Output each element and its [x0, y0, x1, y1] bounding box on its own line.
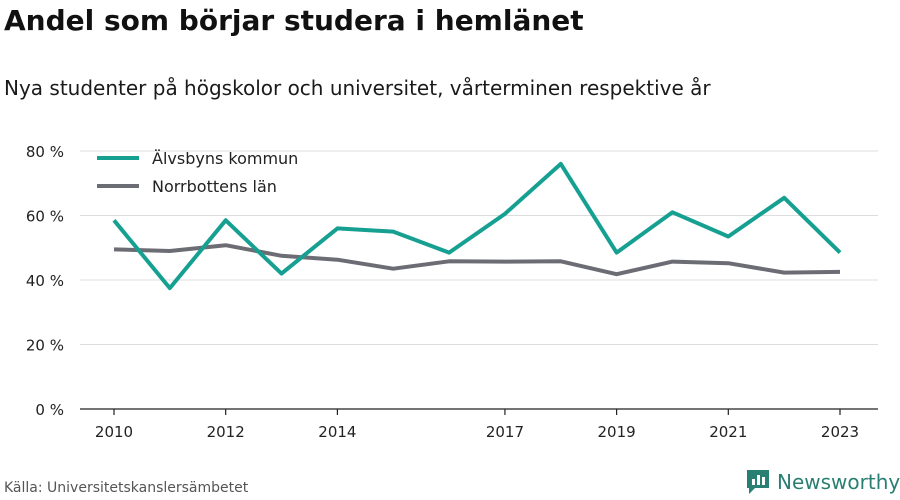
- x-tick-label: 2017: [486, 423, 524, 441]
- x-tick-label: 2019: [598, 423, 636, 441]
- chart-title: Andel som börjar studera i hemlänet: [4, 4, 584, 37]
- y-tick-label: 80 %: [26, 143, 64, 161]
- legend-label: Norrbottens län: [152, 177, 277, 196]
- y-tick-label: 20 %: [26, 337, 64, 355]
- x-tick-label: 2014: [318, 423, 356, 441]
- x-tick-label: 2010: [95, 423, 133, 441]
- series-line-norrbotten: [113, 243, 841, 277]
- x-tick-label: 2012: [207, 423, 245, 441]
- series-line-alvsbyn: [112, 161, 842, 291]
- source-note: Källa: Universitetskanslersämbetet: [4, 480, 249, 496]
- y-tick-label: 40 %: [26, 272, 64, 290]
- brand-name: Newsworthy: [777, 470, 900, 494]
- legend-label: Älvsbyns kommun: [152, 149, 298, 168]
- chart-subtitle: Nya studenter på högskolor och universit…: [4, 76, 711, 100]
- newsworthy-logo-icon: [747, 470, 769, 494]
- x-tick-label: 2021: [709, 423, 747, 441]
- x-tick-label: 2023: [821, 423, 859, 441]
- y-tick-label: 0 %: [35, 401, 64, 419]
- brand-logo: Newsworthy: [745, 468, 900, 496]
- y-tick-label: 60 %: [26, 208, 64, 226]
